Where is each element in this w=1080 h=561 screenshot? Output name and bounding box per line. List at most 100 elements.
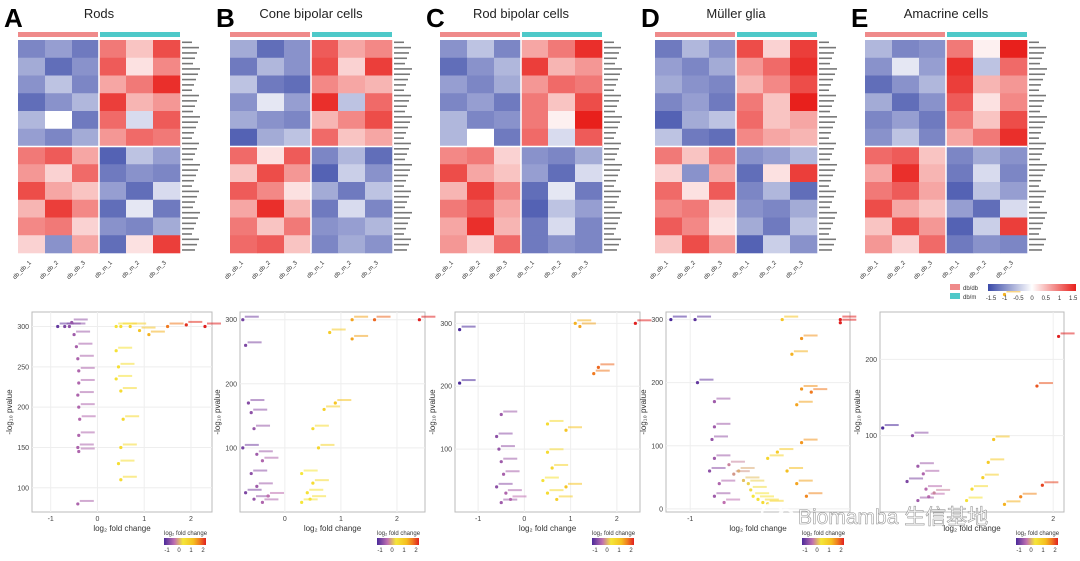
- gene-label-mark: [394, 121, 410, 123]
- column-label: db_db_1: [434, 260, 455, 281]
- column-label: db_m_3: [995, 260, 1015, 280]
- heatmap-cell: [494, 199, 522, 218]
- data-point: [746, 482, 750, 486]
- gene-label-mark: [990, 458, 1005, 461]
- data-point: [732, 472, 736, 476]
- data-point: [121, 417, 125, 421]
- gene-label-mark: [1029, 179, 1041, 182]
- gene-label-mark: [604, 179, 616, 182]
- gene-label-mark: [1029, 105, 1042, 107]
- data-point: [964, 498, 969, 503]
- heatmap-cell: [790, 199, 818, 218]
- gene-label-mark: [394, 142, 411, 145]
- heatmap-cell: [892, 235, 920, 254]
- data-point: [147, 332, 151, 337]
- gene-label-mark: [182, 132, 194, 134]
- gene-label-mark: [803, 384, 818, 387]
- data-point: [932, 491, 936, 495]
- heatmap-cell: [99, 40, 127, 59]
- gene-label-mark: [740, 466, 755, 469]
- heatmap-cell: [682, 182, 710, 201]
- gene-label-mark: [394, 195, 409, 198]
- gene-label-mark: [182, 169, 198, 171]
- gene-label-mark: [819, 222, 833, 225]
- heatmap-cell: [440, 235, 468, 254]
- gene-label-mark: [182, 163, 200, 166]
- gene-label-mark: [80, 378, 95, 381]
- gene-label-mark: [604, 153, 617, 155]
- gene-label-mark: [394, 185, 404, 187]
- heatmap-cell: [973, 111, 1001, 130]
- heatmap-cell: [18, 199, 46, 218]
- gene-label-mark: [819, 227, 831, 230]
- gene-label-mark: [182, 110, 193, 113]
- heatmap-cell: [284, 217, 312, 236]
- heatmap-legend: db/db db/m -1.5 -1 -0.5 0 0.5 1 1.5: [950, 284, 1078, 302]
- data-point: [564, 428, 568, 432]
- colorbar-title: log₂ fold change: [377, 531, 421, 537]
- gene-label-mark: [716, 422, 731, 425]
- heatmap-cell: [311, 146, 339, 165]
- heatmap-cell: [338, 235, 366, 254]
- gene-label-mark: [1029, 84, 1041, 86]
- heatmap-cell: [126, 40, 154, 59]
- plot-area: [239, 311, 426, 513]
- gene-label-mark: [604, 105, 617, 107]
- data-point: [712, 456, 717, 460]
- heatmap-cell: [284, 235, 312, 254]
- gene-label-mark: [394, 243, 409, 246]
- data-point: [67, 324, 72, 329]
- data-point: [717, 482, 721, 486]
- heatmap-cell: [257, 217, 285, 236]
- data-point: [114, 377, 118, 381]
- data-point: [499, 500, 503, 505]
- gene-label-mark: [258, 450, 273, 453]
- heatmap-cell: [1000, 199, 1028, 218]
- gene-label-mark: [549, 489, 564, 492]
- heatmap-cell: [230, 235, 258, 254]
- data-point: [986, 460, 990, 464]
- gene-label-mark: [1029, 211, 1047, 214]
- colorbar-tick: 1: [1041, 548, 1045, 554]
- panel-A: A Rods db_db_1 db_db_2 db_db_3 db_m_1 db_m_2 db…: [4, 3, 221, 554]
- gene-label-mark: [1029, 137, 1039, 139]
- gene-label-mark: [819, 94, 836, 97]
- heatmap-cell: [45, 111, 73, 130]
- heatmap-cell: [655, 128, 683, 147]
- heatmap-cell: [72, 199, 100, 218]
- heatmap-cell: [45, 199, 73, 218]
- heatmap-cell: [1000, 164, 1028, 183]
- heatmap-cell: [338, 111, 366, 130]
- data-point: [350, 337, 354, 341]
- heatmap-cell: [790, 217, 818, 236]
- heatmap-cell: [892, 75, 920, 94]
- group-bar-dbm: [947, 32, 1027, 37]
- column-label: db_db_2: [461, 260, 482, 281]
- data-point: [266, 494, 270, 498]
- heatmap-cell: [946, 182, 974, 201]
- gene-label-mark: [819, 153, 832, 155]
- heatmap-cell: [467, 182, 495, 201]
- gene-label-mark: [974, 485, 988, 488]
- x-axis-label: log₂ fold change: [943, 524, 1001, 533]
- panel-E: E Amacrine cells db_db_1 db_db_2 db_db_3 db_m…: [851, 3, 1075, 554]
- heatmap-cell: [99, 235, 127, 254]
- gene-label-mark: [789, 466, 804, 469]
- gene-label-mark: [182, 185, 192, 187]
- data-point: [555, 497, 559, 502]
- gene-label-mark: [182, 94, 199, 97]
- gene-label-mark: [461, 325, 476, 328]
- gene-label-mark: [182, 73, 198, 76]
- gene-label-mark: [1029, 217, 1045, 219]
- gene-label-mark: [394, 148, 409, 150]
- heatmap-cell: [736, 40, 764, 59]
- gene-label-mark: [604, 217, 620, 219]
- y-tick-label: 200: [440, 384, 452, 391]
- heatmap-cell: [575, 111, 603, 130]
- heatmap-cell: [865, 146, 893, 165]
- heatmap-cell: [946, 217, 974, 236]
- heatmap-cell: [311, 217, 339, 236]
- heatmap-cell: [682, 75, 710, 94]
- x-tick-label: -1: [687, 516, 693, 523]
- heatmap-cell: [709, 111, 737, 130]
